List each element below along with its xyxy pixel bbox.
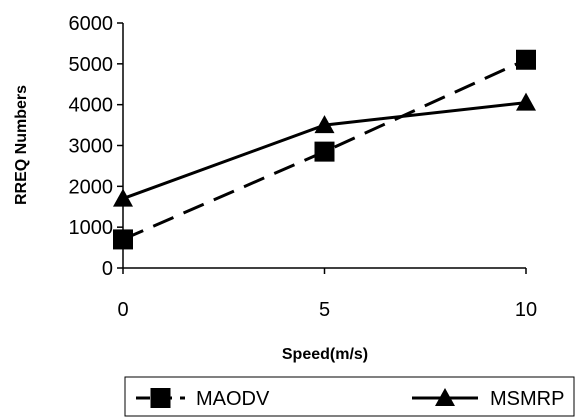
legend-marker-msmrp <box>435 388 455 406</box>
x-tick-label: 0 <box>117 299 128 321</box>
data-point-maodv <box>113 229 133 250</box>
x-axis-ticks: 0 5 10 <box>117 268 537 321</box>
y-tick-label: 1000 <box>69 217 114 239</box>
y-tick-label: 6000 <box>69 13 114 35</box>
data-point-msmrp <box>113 188 133 207</box>
data-point-maodv <box>516 49 536 70</box>
x-tick-label: 5 <box>319 299 330 321</box>
legend-label-msmrp: MSMRP <box>490 388 564 410</box>
series-layer <box>113 49 536 250</box>
data-point-maodv <box>314 141 335 162</box>
y-tick-label: 4000 <box>69 95 114 117</box>
data-point-msmrp <box>314 115 335 134</box>
x-tick-label: 10 <box>515 299 537 321</box>
y-tick-label: 5000 <box>69 54 114 76</box>
y-tick-label: 0 <box>102 258 113 280</box>
y-axis-ticks: 0 1000 2000 3000 4000 5000 6000 <box>69 13 123 280</box>
y-axis-label: RREQ Numbers <box>13 85 30 205</box>
legend-label-maodv: MAODV <box>196 388 270 410</box>
y-tick-label: 2000 <box>69 176 114 198</box>
y-tick-label: 3000 <box>69 136 114 158</box>
x-axis-label: Speed(m/s) <box>282 346 368 363</box>
data-point-msmrp <box>516 92 536 111</box>
legend-marker-maodv <box>150 388 171 408</box>
legend-box <box>124 376 575 417</box>
legend: MAODV MSMRP <box>136 388 564 410</box>
